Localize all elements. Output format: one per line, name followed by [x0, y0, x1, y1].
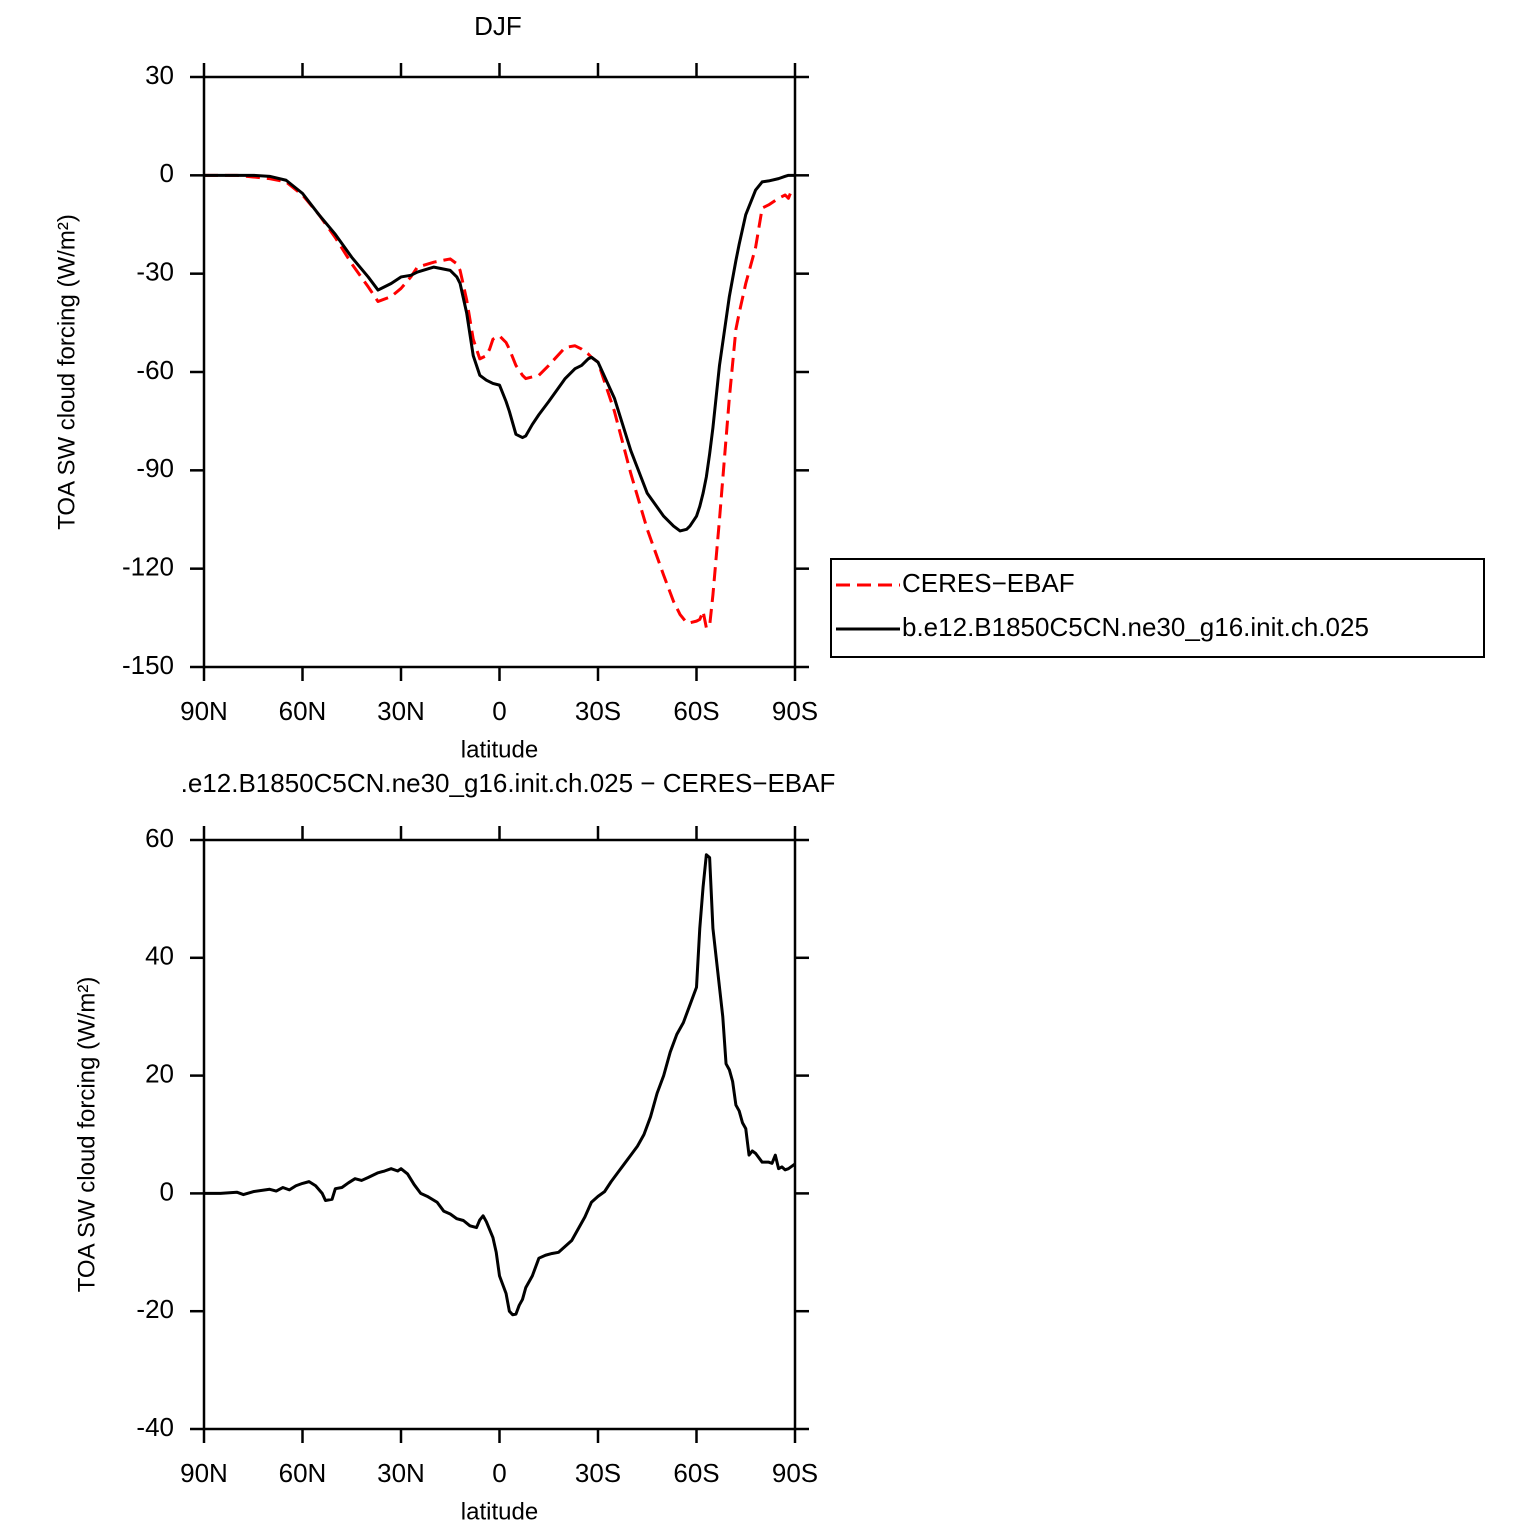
legend-label: b.e12.B1850C5CN.ne30_g16.init.ch.025: [902, 612, 1369, 642]
y-tick-label: 30: [145, 60, 174, 90]
legend-label: CERES−EBAF: [902, 568, 1075, 598]
x-tick-label: 0: [492, 1458, 506, 1488]
data-line: [204, 173, 796, 630]
x-tick-label: 90N: [180, 1458, 228, 1488]
x-axis-label: latitude: [461, 736, 538, 763]
data-line: [204, 853, 796, 1317]
legend-box: [830, 558, 1485, 658]
data-line: [204, 173, 795, 533]
x-tick-label: 0: [492, 696, 506, 726]
x-tick-label: 90N: [180, 696, 228, 726]
x-tick-label: 60N: [279, 1458, 327, 1488]
x-tick-label: 30S: [575, 1458, 621, 1488]
chart-title: .e12.B1850C5CN.ne30_g16.init.ch.025 − CE…: [181, 768, 836, 798]
y-tick-label: 60: [145, 823, 174, 853]
x-tick-label: 30S: [575, 696, 621, 726]
y-axis-label: TOA SW cloud forcing (W/m²): [53, 214, 80, 530]
x-axis-label: latitude: [461, 1498, 538, 1525]
y-tick-label: 20: [145, 1058, 174, 1088]
x-tick-label: 90S: [772, 1458, 818, 1488]
x-tick-label: 30N: [377, 696, 425, 726]
y-axis-label: TOA SW cloud forcing (W/m²): [73, 977, 100, 1293]
x-tick-label: 60N: [279, 696, 327, 726]
y-tick-label: -120: [122, 552, 174, 582]
chart-title: DJF: [474, 11, 522, 41]
y-tick-label: 40: [145, 941, 174, 971]
plot-frame: [202, 75, 797, 669]
y-tick-label: -150: [122, 650, 174, 680]
x-tick-label: 60S: [673, 696, 719, 726]
y-tick-label: -60: [136, 355, 174, 385]
y-tick-label: -20: [136, 1294, 174, 1324]
x-tick-label: 30N: [377, 1458, 425, 1488]
y-tick-label: 0: [160, 158, 174, 188]
y-tick-label: -30: [136, 257, 174, 287]
y-tick-label: -40: [136, 1412, 174, 1442]
y-tick-label: 0: [160, 1176, 174, 1206]
x-tick-label: 60S: [673, 1458, 719, 1488]
x-tick-label: 90S: [772, 696, 818, 726]
y-tick-label: -90: [136, 453, 174, 483]
plot-frame: [202, 838, 797, 1431]
